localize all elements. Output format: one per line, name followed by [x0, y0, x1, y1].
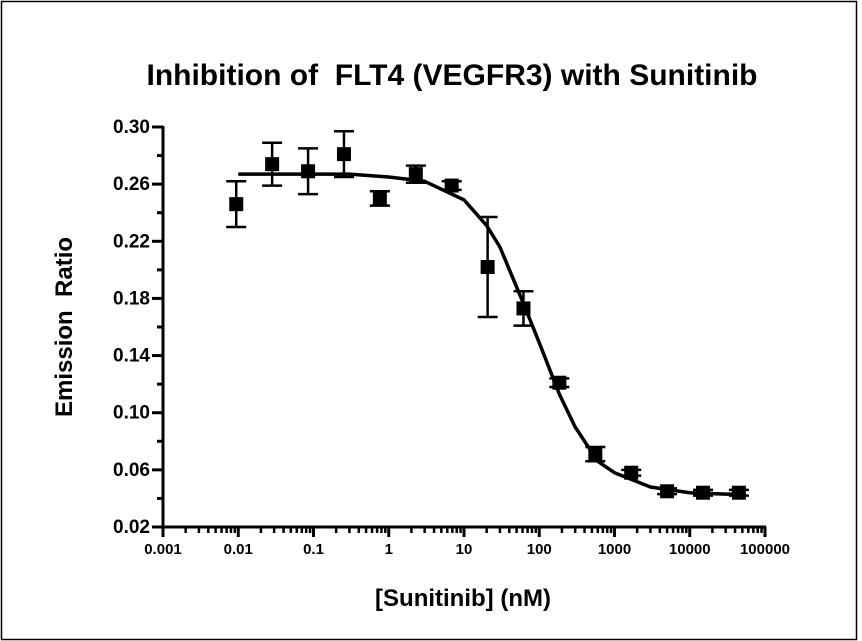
x-tick-label: 10	[456, 541, 473, 558]
x-tick-label: 0.1	[303, 541, 324, 558]
y-tick-label: 0.30	[113, 117, 150, 138]
y-tick-label: 0.22	[113, 231, 150, 252]
x-tick-label: 0.001	[144, 541, 182, 558]
data-point	[301, 164, 316, 179]
x-tick-label: 1	[385, 541, 393, 558]
data-point	[372, 191, 387, 206]
x-tick-label: 1000	[598, 541, 631, 558]
data-point	[444, 178, 459, 193]
y-tick-label: 0.10	[113, 403, 150, 424]
y-axis-title: Emission Ratio	[51, 237, 78, 417]
y-tick-label: 0.06	[113, 460, 150, 481]
data-point	[265, 157, 280, 172]
chart-title: Inhibition of FLT4 (VEGFR3) with Sunitin…	[146, 59, 757, 92]
data-point	[480, 260, 495, 274]
data-point	[336, 147, 351, 162]
x-tick-label: 10000	[669, 541, 711, 558]
y-tick-label: 0.02	[113, 517, 150, 538]
y-tick-label: 0.18	[113, 288, 150, 309]
x-tick-label: 0.01	[224, 541, 253, 558]
x-tick-label: 100000	[740, 541, 790, 558]
y-tick-label: 0.14	[113, 346, 150, 367]
x-axis-title: [Sunitinib] (nM)	[375, 585, 551, 612]
data-point	[408, 167, 423, 182]
fit-curve	[238, 172, 743, 496]
data-point	[229, 197, 244, 212]
y-tick-label: 0.26	[113, 174, 150, 195]
x-tick-label: 100	[527, 541, 552, 558]
